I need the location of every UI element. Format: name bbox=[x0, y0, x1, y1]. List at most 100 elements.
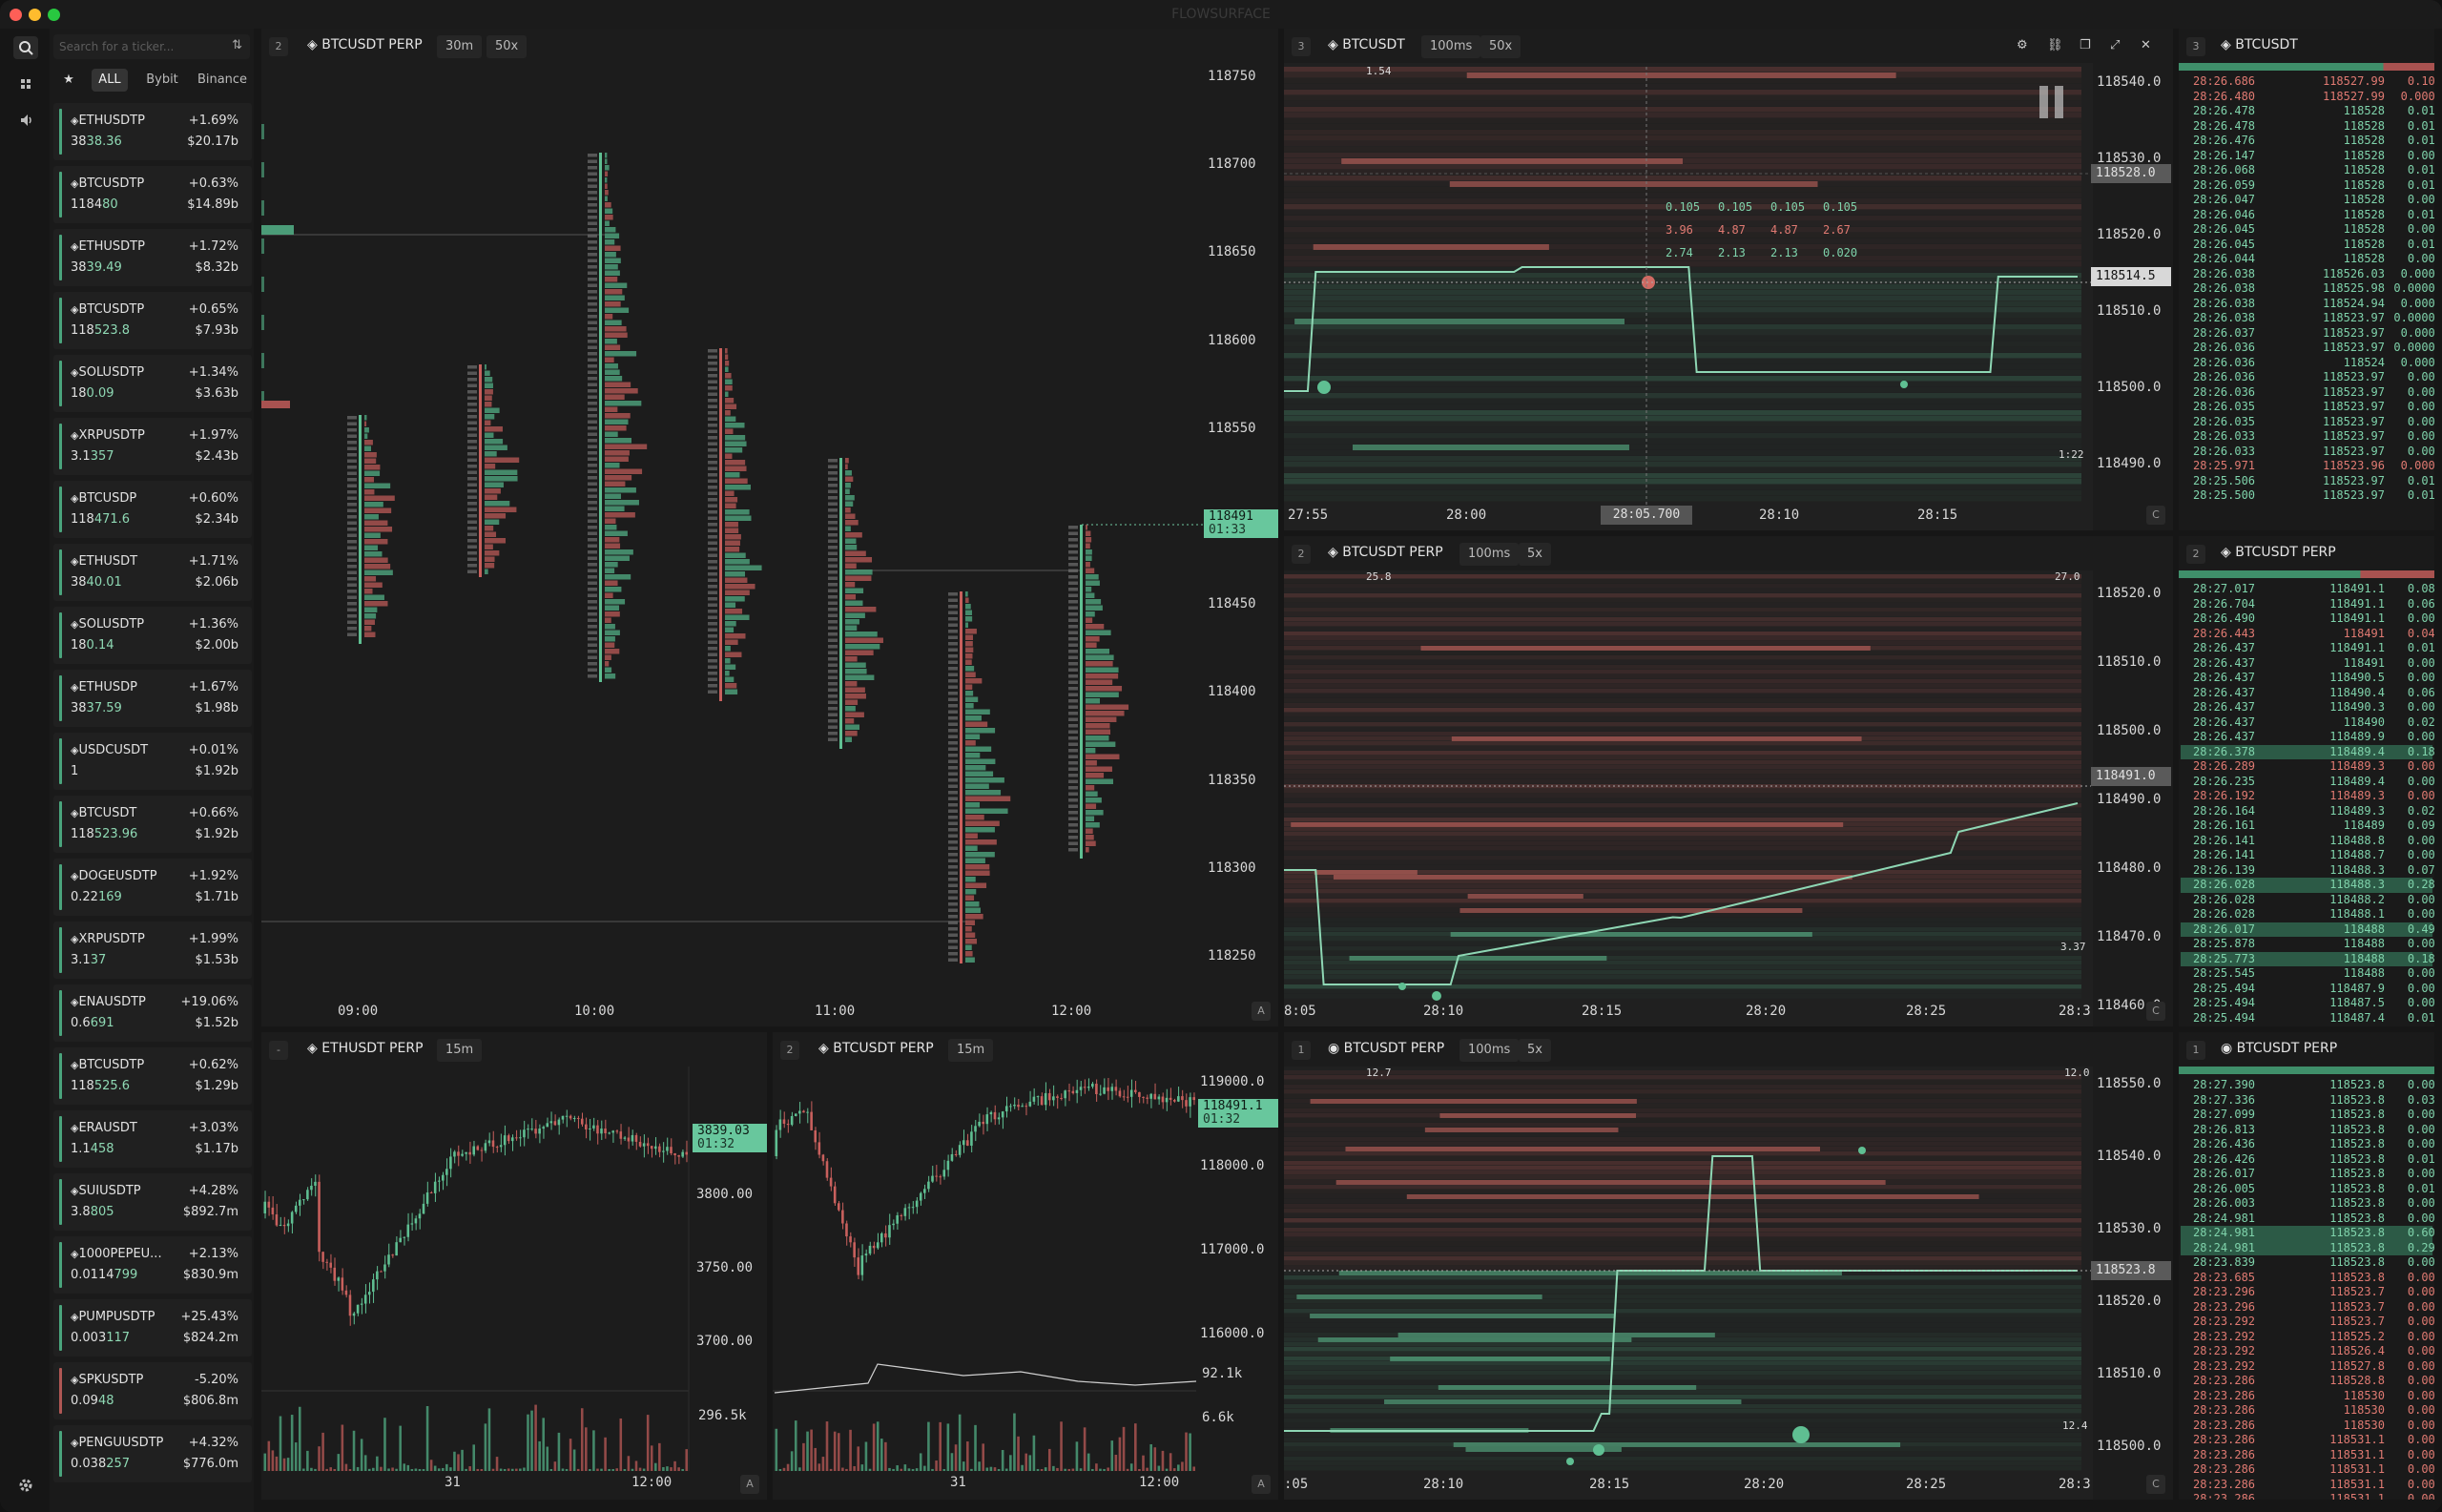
footprint-candle[interactable] bbox=[588, 153, 648, 682]
heatmap-row bbox=[1284, 376, 2081, 382]
eth-candlestick-chart[interactable] bbox=[261, 1032, 767, 1500]
tick-multiplier-selector[interactable]: 50x bbox=[1480, 35, 1521, 58]
pane-index[interactable]: 2 bbox=[780, 1041, 799, 1060]
ticker-card[interactable]: ◈BTCUSDTP +0.62% 118525.6 $1.29b bbox=[53, 1047, 252, 1105]
timeframe-selector[interactable]: 15m bbox=[437, 1039, 483, 1062]
heatmap-row bbox=[1284, 1190, 2081, 1194]
filter-binance-button[interactable]: Binance bbox=[197, 72, 248, 87]
settings-icon[interactable]: ⚙ bbox=[2017, 38, 2028, 52]
ticker-card[interactable]: ◈PUMPUSDTP +25.43% 0.003117 $824.2m bbox=[53, 1299, 252, 1357]
sort-icon[interactable]: ⇅ bbox=[232, 38, 242, 52]
filter-bybit-button[interactable]: Bybit bbox=[146, 72, 178, 87]
ticker-card[interactable]: ◈ETHUSDTP +1.72% 3839.49 $8.32b bbox=[53, 229, 252, 286]
heatmap-chart[interactable] bbox=[1284, 1032, 2173, 1500]
pane-ticker-title[interactable]: ◈ BTCUSDT bbox=[2221, 37, 2298, 52]
volume-bar bbox=[406, 1464, 410, 1471]
ticker-card[interactable]: ◈DOGEUSDTP +1.92% 0.22169 $1.71b bbox=[53, 859, 252, 916]
pane-index[interactable]: 3 bbox=[2186, 37, 2205, 56]
ticker-card[interactable]: ◈XRPUSDTP +1.97% 3.1357 $2.43b bbox=[53, 418, 252, 475]
footprint-candle[interactable] bbox=[948, 591, 1011, 963]
maximize-window-button[interactable] bbox=[48, 9, 60, 21]
trade-price: 118528.8 bbox=[2329, 1374, 2385, 1387]
pane-ticker-title[interactable]: ◈ BTCUSDT PERP bbox=[1328, 545, 1443, 560]
autoscale-button[interactable]: C bbox=[2146, 1002, 2165, 1021]
search-icon[interactable] bbox=[13, 36, 38, 59]
favorites-filter-star-icon[interactable]: ★ bbox=[63, 72, 74, 87]
layout-icon[interactable] bbox=[13, 72, 38, 95]
footprint-candle[interactable] bbox=[1068, 525, 1129, 859]
ticker-card[interactable]: ◈ENAUSDTP +19.06% 0.6691 $1.52b bbox=[53, 984, 252, 1042]
interval-selector[interactable]: 100ms bbox=[1421, 35, 1481, 58]
autoscale-button[interactable]: A bbox=[740, 1475, 759, 1494]
ticker-card[interactable]: ◈PENGUUSDTP +4.32% 0.038257 $776.0m bbox=[53, 1425, 252, 1482]
ticker-card[interactable]: ◈BTCUSDTP +0.63% 118480 $14.89b bbox=[53, 166, 252, 223]
footprint-candle[interactable] bbox=[347, 415, 395, 644]
filter-all-button[interactable]: ALL bbox=[92, 69, 128, 92]
interval-selector[interactable]: 100ms bbox=[1459, 543, 1520, 566]
ticker-card[interactable]: ◈ERAUSDT +3.03% 1.1458 $1.17b bbox=[53, 1110, 252, 1168]
interval-selector[interactable]: 100ms bbox=[1459, 1039, 1520, 1062]
tick-multiplier-selector[interactable]: 50x bbox=[486, 35, 528, 58]
pause-icon[interactable] bbox=[2039, 86, 2068, 118]
ticker-card[interactable]: ◈SOLUSDTP +1.34% 180.09 $3.63b bbox=[53, 355, 252, 412]
exchange-icon: ◈ bbox=[71, 366, 79, 379]
pane-index[interactable]: 3 bbox=[1292, 37, 1311, 56]
tick-multiplier-selector[interactable]: 5x bbox=[1519, 543, 1551, 566]
footprint-candle[interactable] bbox=[467, 364, 520, 577]
minimize-window-button[interactable] bbox=[29, 9, 41, 21]
autoscale-button[interactable]: C bbox=[2146, 506, 2165, 525]
footprint-candle[interactable] bbox=[708, 348, 762, 701]
pane-ticker-title[interactable]: ◈ BTCUSDT PERP bbox=[2221, 545, 2336, 560]
btc-candlestick-chart[interactable] bbox=[773, 1032, 1278, 1500]
ticker-card[interactable]: ◈ETHUSDP +1.67% 3837.59 $1.98b bbox=[53, 670, 252, 727]
link-icon[interactable]: ⛓ bbox=[2047, 38, 2063, 52]
ticker-card[interactable]: ◈BTCUSDP +0.60% 118471.6 $2.34b bbox=[53, 481, 252, 538]
volume-bar bbox=[286, 1458, 290, 1471]
ticker-card[interactable]: ◈XRPUSDTP +1.99% 3.137 $1.53b bbox=[53, 922, 252, 979]
pane-ticker-title[interactable]: ◈ BTCUSDT PERP bbox=[307, 37, 423, 52]
pane-index[interactable]: 2 bbox=[2186, 545, 2205, 564]
popout-icon[interactable]: ❐ bbox=[2080, 38, 2091, 52]
pane-ticker-title[interactable]: ◉ BTCUSDT PERP bbox=[2221, 1041, 2337, 1056]
pane-index[interactable]: 2 bbox=[269, 37, 288, 56]
pane-ticker-title[interactable]: ◈ BTCUSDT PERP bbox=[818, 1041, 934, 1056]
candle bbox=[523, 1120, 526, 1147]
pane-index[interactable]: 2 bbox=[1292, 545, 1311, 564]
autoscale-button[interactable]: A bbox=[1252, 1002, 1271, 1021]
ticker-card[interactable]: ◈BTCUSDT +0.66% 118523.96 $1.92b bbox=[53, 796, 252, 853]
ticker-card[interactable]: ◈SUIUSDTP +4.28% 3.8805 $892.7m bbox=[53, 1173, 252, 1231]
heatmap-chart[interactable] bbox=[1284, 536, 2173, 1026]
maximize-icon[interactable]: ⤢ bbox=[2110, 38, 2121, 52]
timeframe-selector[interactable]: 15m bbox=[948, 1039, 994, 1062]
autoscale-button[interactable]: A bbox=[1252, 1475, 1271, 1494]
timeframe-selector[interactable]: 30m bbox=[437, 35, 483, 58]
pane-ticker-title[interactable]: ◈ BTCUSDT bbox=[1328, 37, 1405, 52]
trade-price: 118530 bbox=[2343, 1403, 2385, 1417]
heatmap-chart[interactable] bbox=[1284, 29, 2173, 530]
footprint-chart[interactable] bbox=[261, 29, 1278, 1026]
ticker-card[interactable]: ◈USDCUSDT +0.01% 1 $1.92b bbox=[53, 733, 252, 790]
pane-ticker-title[interactable]: ◈ ETHUSDT PERP bbox=[307, 1041, 424, 1056]
max-size-label-right: 27.0 bbox=[2055, 570, 2080, 583]
footprint-candle[interactable] bbox=[828, 458, 883, 749]
exchange-icon: ◉ bbox=[2221, 1041, 2237, 1056]
ticker-card[interactable]: ◈ETHUSDTP +1.69% 3838.36 $20.17b bbox=[53, 103, 252, 160]
pane-index[interactable]: 1 bbox=[1292, 1041, 1311, 1060]
ticker-search-input[interactable] bbox=[59, 37, 221, 56]
close-window-button[interactable] bbox=[10, 9, 22, 21]
close-icon[interactable]: ✕ bbox=[2141, 38, 2151, 52]
pane-ticker-title[interactable]: ◉ BTCUSDT PERP bbox=[1328, 1041, 1444, 1056]
audio-icon[interactable] bbox=[13, 109, 38, 132]
candle bbox=[360, 1297, 363, 1315]
gear-icon[interactable] bbox=[13, 1474, 38, 1497]
ticker-card[interactable]: ◈1000PEPEU... +2.13% 0.0114799 $830.9m bbox=[53, 1236, 252, 1294]
autoscale-button[interactable]: C bbox=[2146, 1475, 2165, 1494]
ticker-volume: $2.43b bbox=[195, 449, 238, 464]
pane-index[interactable]: - bbox=[269, 1041, 288, 1060]
tick-multiplier-selector[interactable]: 5x bbox=[1519, 1039, 1551, 1062]
ticker-card[interactable]: ◈ETHUSDT +1.71% 3840.01 $2.06b bbox=[53, 544, 252, 601]
ticker-card[interactable]: ◈BTCUSDTP +0.65% 118523.8 $7.93b bbox=[53, 292, 252, 349]
pane-index[interactable]: 1 bbox=[2186, 1041, 2205, 1060]
ticker-card[interactable]: ◈SPKUSDTP -5.20% 0.0948 $806.8m bbox=[53, 1362, 252, 1419]
ticker-card[interactable]: ◈SOLUSDTP +1.36% 180.14 $2.00b bbox=[53, 607, 252, 664]
